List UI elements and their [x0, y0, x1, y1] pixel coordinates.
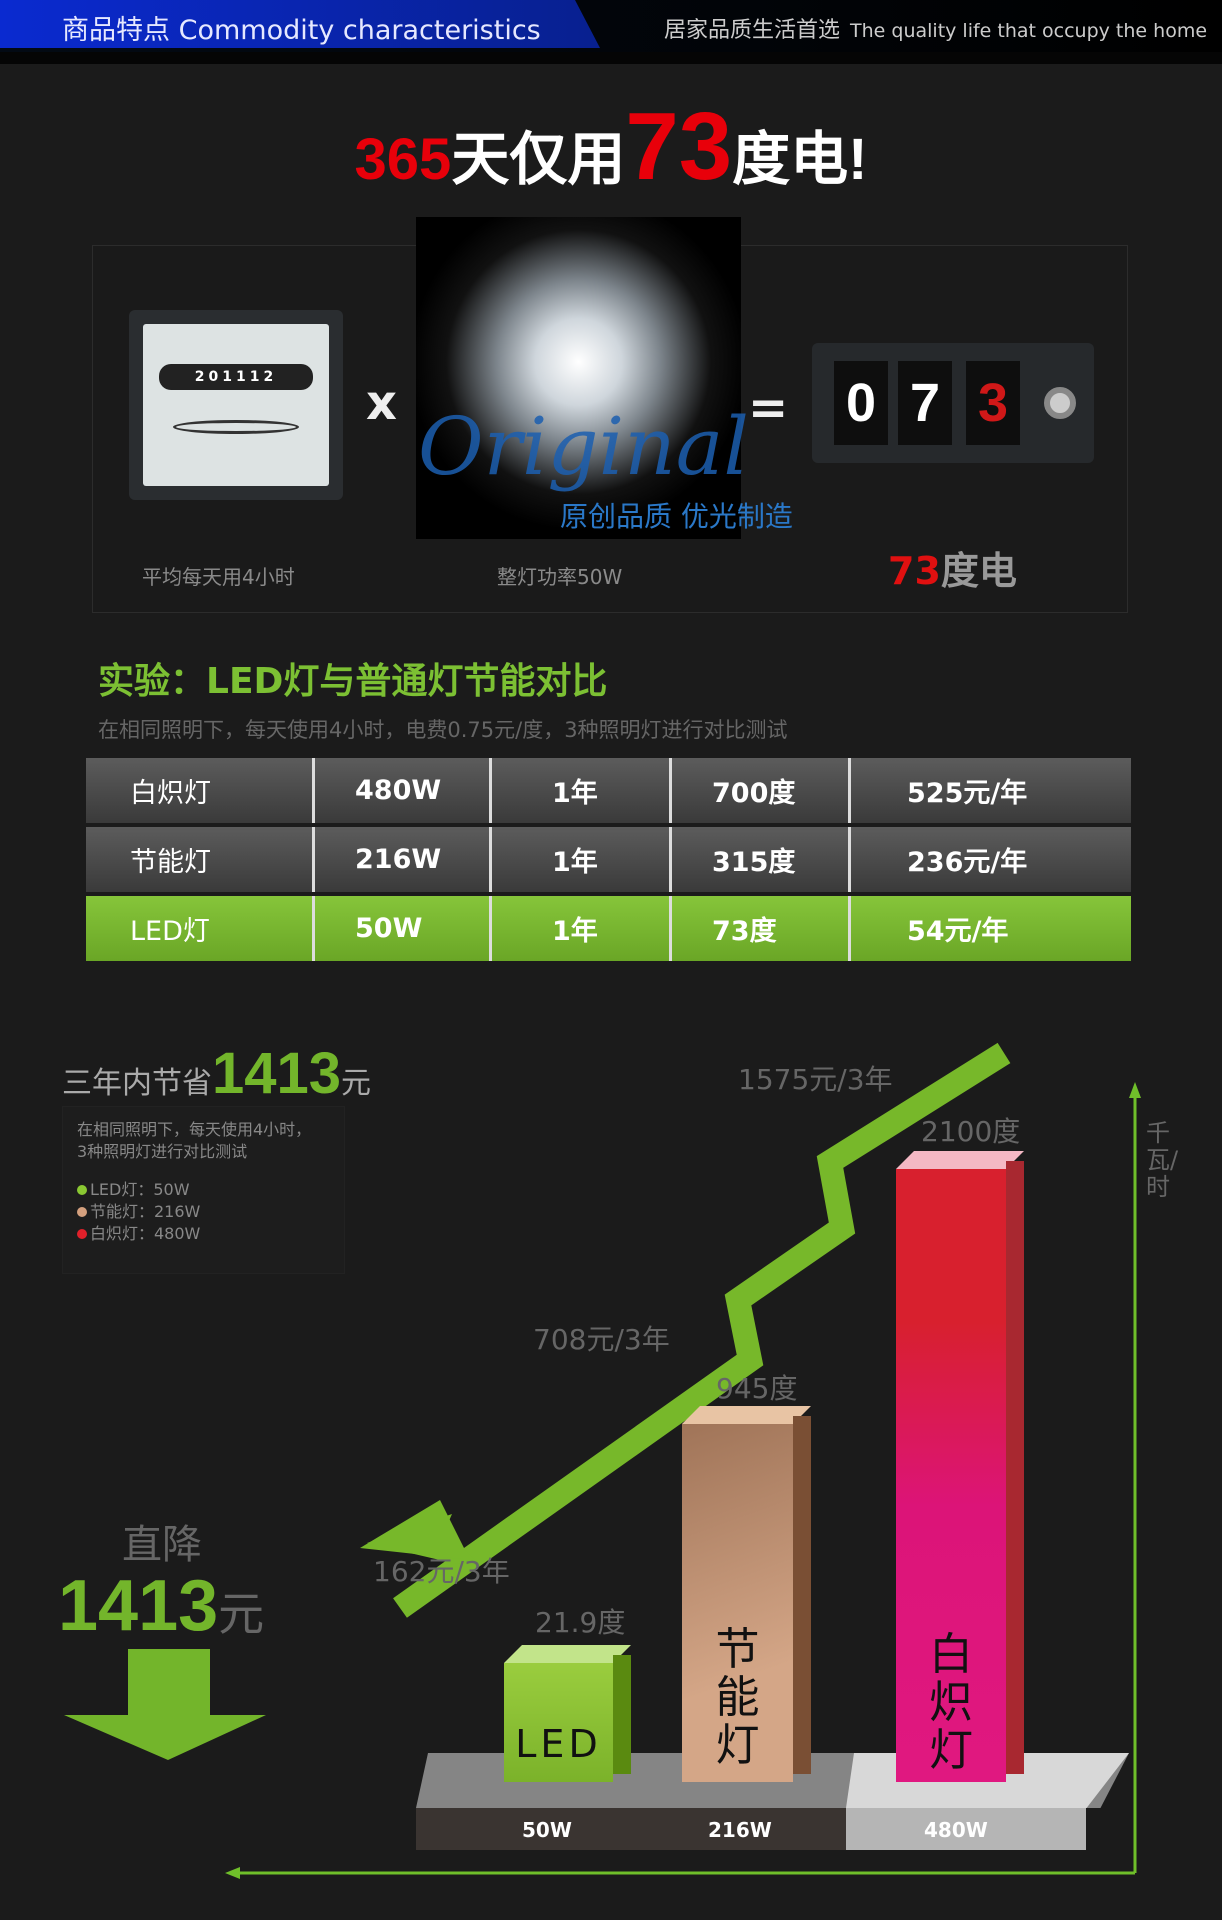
- meter-disc: [173, 420, 299, 434]
- savings-headline: 三年内节省1413元: [62, 1040, 371, 1107]
- cost-label-led: 162元/3年: [373, 1555, 510, 1588]
- x-axis-arrow-icon: [225, 1867, 240, 1879]
- cell-lamp: 白炽灯: [86, 758, 315, 823]
- savings-amount: 1413: [212, 1041, 342, 1106]
- cell-power: 480W: [315, 758, 492, 823]
- section-title-en: Commodity characteristics: [178, 15, 541, 46]
- experiment-heading: 实验：LED灯与普通灯节能对比: [98, 661, 608, 702]
- led-bulb-image: [416, 217, 741, 539]
- cell-kwh: 315度: [672, 827, 851, 892]
- counter-digit: 7: [898, 361, 952, 445]
- power-label: 216W: [708, 1818, 772, 1842]
- savings-unit: 元: [341, 1066, 372, 1101]
- table-row: 白炽灯 480W 1年 700度 525元/年: [86, 758, 1131, 823]
- cell-cost: 54元/年: [851, 896, 1131, 961]
- cell-period: 1年: [492, 827, 672, 892]
- equals-sign: =: [748, 380, 789, 436]
- legend-box: 在相同照明下，每天使用4小时， 3种照明灯进行对比测试 LED灯：50W 节能灯…: [62, 1106, 345, 1274]
- counter-digit: 0: [834, 361, 888, 445]
- slogan-cn: 居家品质生活首选: [664, 18, 841, 43]
- headline-days: 365: [354, 127, 452, 192]
- y-axis-label: 千瓦/时: [1146, 1119, 1179, 1201]
- down-arrow-icon: [64, 1649, 266, 1760]
- caption-lamp: 整灯功率50W: [497, 565, 623, 589]
- bar-incandescent: 白 炽 灯: [896, 1151, 1024, 1782]
- legend-item: 节能灯：216W: [77, 1201, 330, 1223]
- cell-cost: 236元/年: [851, 827, 1131, 892]
- trend-arrow-line: [393, 1042, 1011, 1618]
- legend-label: 节能灯：216W: [90, 1202, 201, 1221]
- watermark-logo: Original: [418, 400, 750, 493]
- caption-result-num: 73: [888, 549, 941, 593]
- headline: 365天仅用73度电!: [0, 92, 1222, 202]
- bar-led: LED: [504, 1645, 631, 1782]
- chart-base-front: [416, 1808, 846, 1850]
- cell-lamp: 节能灯: [86, 827, 315, 892]
- power-label: 480W: [924, 1818, 988, 1842]
- multiply-sign: x: [366, 375, 397, 431]
- drop-label: 直降: [122, 1522, 202, 1568]
- legend-item: 白炽灯：480W: [77, 1223, 330, 1245]
- cell-power: 50W: [315, 896, 492, 961]
- headline-excl: !: [848, 127, 868, 192]
- headline-text: 天仅用: [451, 127, 626, 192]
- electric-meter-image: 201112: [129, 310, 343, 500]
- legend-note: 在相同照明下，每天使用4小时，: [77, 1120, 312, 1139]
- kwh-counter-image: 0 7 3: [812, 343, 1094, 463]
- cell-period: 1年: [492, 896, 672, 961]
- comparison-table: 白炽灯 480W 1年 700度 525元/年 节能灯 216W 1年 315度 236元/年 …: [86, 758, 1131, 965]
- bar-label: 白 炽 灯: [929, 1629, 973, 1776]
- legend-item: LED灯：50W: [77, 1179, 330, 1201]
- slogan: 居家品质生活首选 The quality life that occupy the…: [664, 12, 1207, 44]
- legend-label: 白炽灯：480W: [90, 1224, 201, 1243]
- power-label: 50W: [522, 1818, 572, 1842]
- headline-kwh: 73: [625, 93, 733, 200]
- drop-unit: 元: [218, 1588, 265, 1640]
- cell-period: 1年: [492, 758, 672, 823]
- experiment-subtitle: 在相同照明下，每天使用4小时，电费0.75元/度，3种照明灯进行对比测试: [98, 718, 788, 742]
- caption-result-unit: 度电: [940, 549, 1017, 593]
- savings-prefix: 三年内节省: [62, 1066, 212, 1101]
- headline-unit: 度电: [732, 127, 849, 192]
- slogan-en: The quality life that occupy the home: [850, 20, 1208, 42]
- bar-label: 节 能 灯: [715, 1624, 760, 1771]
- drop-number: 1413: [58, 1566, 219, 1646]
- value-label-led: 21.9度: [535, 1606, 626, 1639]
- bar-cfl: 节 能 灯: [682, 1406, 811, 1782]
- cost-label-incandescent: 1575元/3年: [738, 1063, 893, 1096]
- header-blue-tab: [0, 0, 600, 48]
- caption-result: 73度电: [888, 540, 1017, 595]
- table-row: LED灯 50W 1年 73度 54元/年: [86, 896, 1131, 961]
- header-divider: [0, 52, 1222, 64]
- section-title: 商品特点 Commodity characteristics: [62, 8, 541, 47]
- meter-digits: 201112: [159, 364, 313, 390]
- y-axis-arrow-icon: [1129, 1082, 1141, 1098]
- section-title-cn: 商品特点: [62, 15, 170, 46]
- table-row: 节能灯 216W 1年 315度 236元/年: [86, 827, 1131, 892]
- legend-label: LED灯：50W: [90, 1180, 190, 1199]
- legend-note: 3种照明灯进行对比测试: [77, 1142, 248, 1161]
- cost-label-cfl: 708元/3年: [533, 1323, 670, 1356]
- chart-base-front-highlight: [846, 1808, 1086, 1850]
- cell-kwh: 73度: [672, 896, 851, 961]
- trend-arrow-head-tip: [360, 1500, 470, 1560]
- cell-lamp: LED灯: [86, 896, 315, 961]
- bar-label: LED: [515, 1722, 602, 1766]
- caption-meter: 平均每天用4小时: [142, 565, 295, 589]
- cell-cost: 525元/年: [851, 758, 1131, 823]
- value-label-incandescent: 2100度: [921, 1115, 1021, 1148]
- value-label-cfl: 945度: [716, 1372, 798, 1405]
- counter-knob-icon: [1044, 387, 1076, 419]
- drop-amount: 1413元: [58, 1565, 264, 1647]
- watermark-text: 原创品质 优光制造: [560, 500, 793, 533]
- cell-power: 216W: [315, 827, 492, 892]
- cell-kwh: 700度: [672, 758, 851, 823]
- counter-digit: 3: [966, 361, 1020, 445]
